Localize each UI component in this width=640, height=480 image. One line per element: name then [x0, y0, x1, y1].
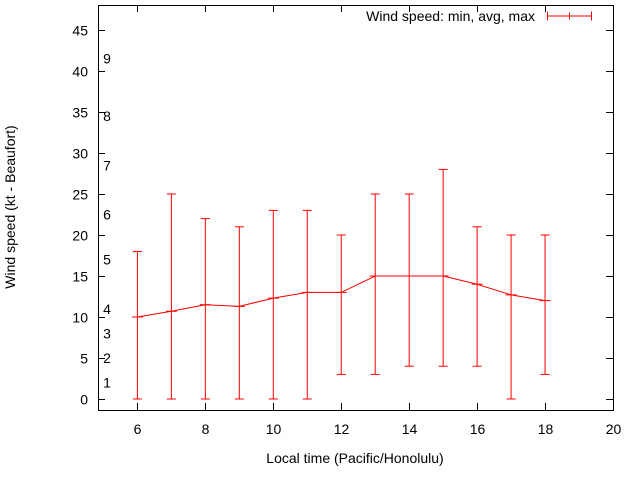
y-tick-label: 15 — [72, 269, 88, 285]
x-tick-label: 10 — [266, 421, 282, 437]
errorbar — [199, 218, 211, 400]
errorbar — [335, 234, 347, 375]
errorbar — [505, 234, 517, 400]
errorbar — [131, 250, 143, 400]
y-tick-label: 5 — [80, 351, 88, 367]
errorbar — [267, 209, 279, 400]
avg-line — [137, 275, 546, 318]
beaufort-tick-label: 2 — [103, 350, 111, 366]
y-tick-label: 45 — [72, 23, 88, 39]
beaufort-tick-label: 9 — [103, 51, 111, 67]
y-tick-label: 25 — [72, 187, 88, 203]
y-tick-label: 20 — [72, 228, 88, 244]
beaufort-tick-label: 4 — [103, 301, 111, 317]
beaufort-tick-label: 5 — [103, 252, 111, 268]
x-tick-label: 8 — [202, 421, 210, 437]
x-tick-label: 18 — [538, 421, 554, 437]
x-tick-label: 20 — [606, 421, 622, 437]
y-tick-label: 10 — [72, 310, 88, 326]
beaufort-tick-label: 8 — [103, 108, 111, 124]
errorbar — [369, 193, 381, 375]
errorbar — [233, 226, 245, 400]
beaufort-tick-label: 1 — [103, 375, 111, 391]
legend: Wind speed: min, avg, max — [366, 8, 593, 24]
plot-border — [98, 5, 614, 411]
errorbar — [165, 193, 177, 400]
legend-errorbar-sample-icon — [547, 11, 592, 21]
beaufort-tick-label: 3 — [103, 325, 111, 341]
errorbar — [403, 193, 415, 367]
errorbar — [301, 209, 313, 400]
beaufort-tick-label: 7 — [103, 157, 111, 173]
errorbar — [539, 234, 551, 375]
legend-label: Wind speed: min, avg, max — [366, 8, 535, 24]
x-tick-label: 12 — [334, 421, 350, 437]
x-tick-label: 14 — [402, 421, 418, 437]
y-tick-label: 40 — [72, 64, 88, 80]
y-tick-label: 0 — [80, 392, 88, 408]
x-tick-label: 6 — [134, 421, 142, 437]
y-tick-label: 35 — [72, 105, 88, 121]
errorbar — [471, 226, 483, 367]
x-tick-label: 16 — [470, 421, 486, 437]
y-tick-label: 30 — [72, 146, 88, 162]
beaufort-tick-label: 6 — [103, 207, 111, 223]
x-axis-title: Local time (Pacific/Honolulu) — [266, 450, 444, 466]
y-axis-title: Wind speed (kt - Beaufort) — [2, 125, 18, 289]
errorbar — [437, 168, 449, 367]
